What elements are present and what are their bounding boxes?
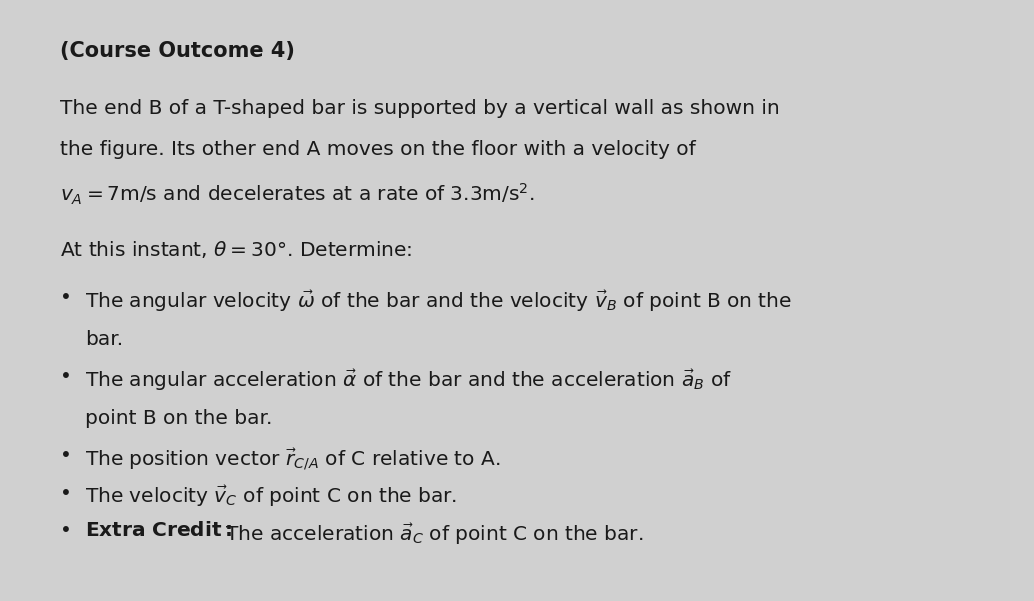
Text: At this instant, $\theta = 30°$. Determine:: At this instant, $\theta = 30°$. Determi… [60, 239, 413, 260]
Text: The position vector $\vec{r}_{C/A}$ of C relative to A.: The position vector $\vec{r}_{C/A}$ of C… [85, 446, 500, 472]
Text: •: • [60, 367, 72, 386]
Text: The angular acceleration $\vec{\alpha}$ of the bar and the acceleration $\vec{a}: The angular acceleration $\vec{\alpha}$ … [85, 367, 732, 393]
Text: (Course Outcome 4): (Course Outcome 4) [60, 41, 296, 61]
Text: the figure. Its other end A moves on the floor with a velocity of: the figure. Its other end A moves on the… [60, 140, 696, 159]
Text: The velocity $\vec{v}_C$ of point C on the bar.: The velocity $\vec{v}_C$ of point C on t… [85, 484, 457, 509]
Text: •: • [60, 484, 72, 502]
Text: The acceleration $\vec{a}_C$ of point C on the bar.: The acceleration $\vec{a}_C$ of point C … [219, 521, 643, 546]
Text: $v_A = 7\mathrm{m/s}$ and decelerates at a rate of $3.3\mathrm{m/s}^2$.: $v_A = 7\mathrm{m/s}$ and decelerates at… [60, 182, 536, 207]
Text: •: • [60, 446, 72, 465]
Text: bar.: bar. [85, 330, 123, 349]
Text: point B on the bar.: point B on the bar. [85, 409, 273, 428]
Text: •: • [60, 288, 72, 307]
Text: •: • [60, 521, 72, 540]
Text: $\mathbf{Extra\ Credit:}$: $\mathbf{Extra\ Credit:}$ [85, 521, 233, 540]
Text: The angular velocity $\vec{\omega}$ of the bar and the velocity $\vec{v}_B$ of p: The angular velocity $\vec{\omega}$ of t… [85, 288, 792, 314]
Text: The end B of a T-shaped bar is supported by a vertical wall as shown in: The end B of a T-shaped bar is supported… [60, 99, 780, 118]
